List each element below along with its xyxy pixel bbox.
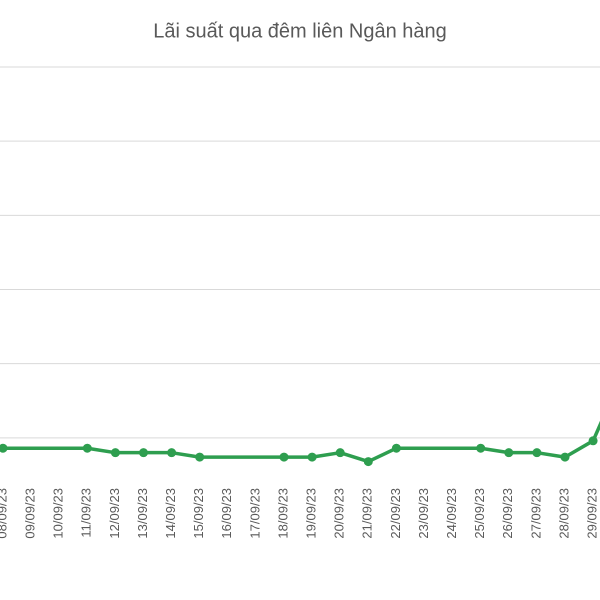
x-tick-label: 14/09/23 [163,488,178,539]
chart-title: Lãi suất qua đêm liên Ngân hàng [153,20,447,42]
x-tick-label: 12/09/23 [107,488,122,539]
x-tick-label: 29/09/23 [585,488,600,539]
x-tick-label: 21/09/23 [360,488,375,539]
marker [167,448,177,458]
marker [532,448,542,458]
x-tick-label: 13/09/23 [135,488,150,539]
marker [363,457,373,467]
marker [504,448,514,458]
marker [195,452,205,462]
x-tick-label: 27/09/23 [528,488,543,539]
x-tick-label: 18/09/23 [275,488,290,539]
x-tick-label: 23/09/23 [416,488,431,539]
x-tick-label: 28/09/23 [556,488,571,539]
marker [560,452,570,462]
x-tick-label: 10/09/23 [51,488,66,539]
x-tick-label: 15/09/23 [191,488,206,539]
x-tick-label: 25/09/23 [472,488,487,539]
x-tick-label: 19/09/23 [304,488,319,539]
marker [139,448,148,458]
x-tick-label: 24/09/23 [444,488,459,539]
x-tick-label: 16/09/23 [219,488,234,539]
x-tick-label: 22/09/23 [388,488,403,539]
marker [0,443,8,453]
x-tick-label: 11/09/23 [79,488,94,538]
x-tick-label: 09/09/23 [23,488,38,539]
marker [82,443,92,453]
marker [279,452,289,462]
marker [391,443,401,453]
marker [110,448,120,458]
marker [588,436,598,446]
marker [307,452,317,462]
x-tick-label: 20/09/23 [332,488,347,539]
line [480,420,600,459]
x-tick-label: 26/09/23 [500,488,515,539]
marker [476,443,486,453]
x-tick-label: 17/09/23 [247,488,262,539]
marker [335,448,345,458]
x-tick-label: 08/09/23 [0,488,9,539]
